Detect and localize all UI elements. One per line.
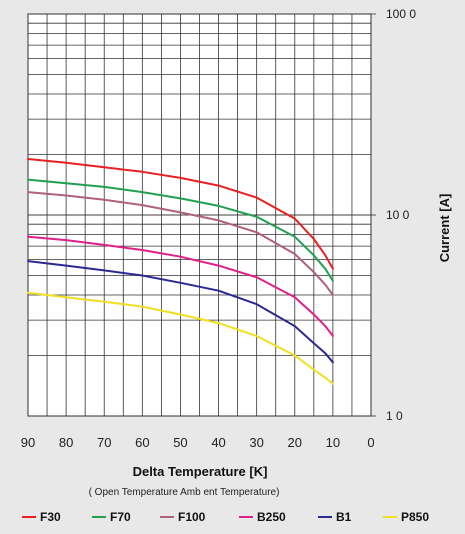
x-tick-label: 80 xyxy=(59,435,73,450)
x-tick-label: 70 xyxy=(97,435,111,450)
legend-label-b250: B250 xyxy=(257,510,286,524)
series-line-b1 xyxy=(27,260,334,364)
legend-label-f70: F70 xyxy=(110,510,131,524)
series-line-p850 xyxy=(27,291,334,385)
x-tick-label: 30 xyxy=(249,435,263,450)
x-tick-label: 60 xyxy=(135,435,149,450)
legend-label-f30: F30 xyxy=(40,510,61,524)
x-axis-title: Delta Temperature [K] xyxy=(133,464,268,479)
legend-label-p850: P850 xyxy=(401,510,429,524)
x-axis-note: ( Open Temperature Amb ent Temperature) xyxy=(89,487,280,498)
y-tick-label: 10 0 xyxy=(386,208,410,222)
legend-label-f100: F100 xyxy=(178,510,206,524)
x-tick-label: 10 xyxy=(326,435,340,450)
y-tick-labels: 100 0 10 0 1 0 xyxy=(371,7,416,423)
x-tick-labels: 90 80 70 60 50 40 30 20 10 0 xyxy=(21,435,375,450)
grid xyxy=(27,13,372,417)
x-tick-label: 50 xyxy=(173,435,187,450)
x-tick-label: 20 xyxy=(288,435,302,450)
series-line-f30 xyxy=(27,158,334,270)
y-axis-title: Current [A] xyxy=(437,194,452,263)
series-line-f70 xyxy=(27,178,334,282)
y-tick-label: 1 0 xyxy=(386,409,403,423)
series-layer xyxy=(27,158,334,385)
x-tick-label: 40 xyxy=(211,435,225,450)
legend: F30 F70 F100 B250 B1 P850 xyxy=(22,510,429,524)
series-line-f100 xyxy=(27,191,334,296)
x-tick-label: 0 xyxy=(367,435,374,450)
y-tick-label: 100 0 xyxy=(386,7,416,21)
series-line-b250 xyxy=(27,235,334,337)
x-tick-label: 90 xyxy=(21,435,35,450)
legend-label-b1: B1 xyxy=(336,510,352,524)
